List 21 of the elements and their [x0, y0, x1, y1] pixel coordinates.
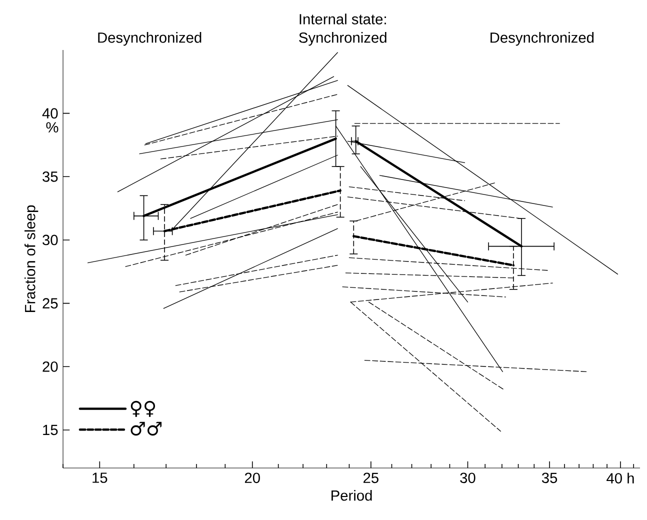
x-tick-label: 30: [460, 472, 476, 484]
x-tick-label: 35: [542, 472, 558, 484]
text: Desynchronized: [98, 32, 202, 46]
x-tick-label: 40 h: [606, 472, 634, 484]
y-tick-label: 30: [42, 234, 58, 246]
x-axis-title: Period: [332, 490, 372, 501]
x-tick-label: 20: [244, 472, 260, 484]
y-tick-label: 25: [42, 298, 58, 309]
y-axis-title: Fraction of sleep: [24, 205, 38, 312]
y-tick-label: 35: [42, 171, 58, 182]
text: %: [46, 122, 58, 132]
y-tick-label: 40: [42, 108, 58, 119]
y-tick-label: 20: [42, 361, 58, 372]
x-tick-label: 15: [92, 472, 108, 483]
y-tick-label: 15: [43, 424, 58, 436]
text: Synchronized: [299, 32, 386, 46]
text: Internal state:: [300, 14, 386, 24]
legend-label: ♀♀: [130, 400, 156, 417]
text: Desynchronized: [490, 32, 594, 46]
x-tick-label: 25: [364, 472, 378, 484]
legend-label: ♂♂: [130, 422, 162, 436]
